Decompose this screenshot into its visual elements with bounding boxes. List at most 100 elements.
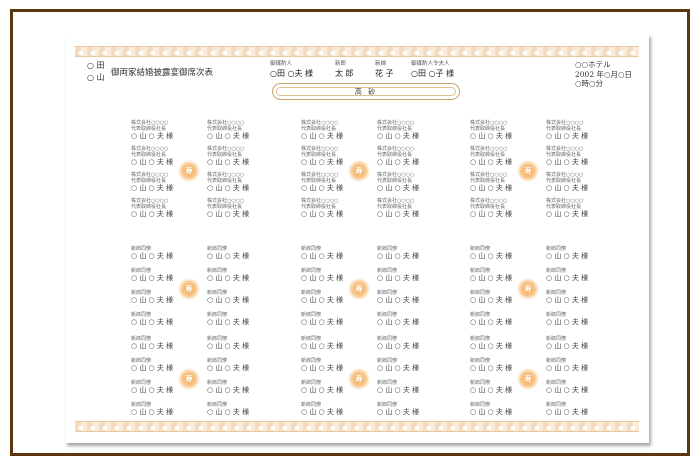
family-name-groom: ○ 田	[87, 61, 105, 70]
guest-name: ○ 山 ○ 夫 様	[301, 386, 344, 394]
guest-affiliation: 新郎同僚	[301, 358, 322, 364]
guest-position: 代表取締役社長	[207, 152, 243, 158]
bride: 新婦 花 子	[375, 60, 394, 79]
guest-seat: 新郎同僚 ○ 山 ○ 夫 様	[131, 358, 203, 373]
hotel-name: ○○ホテル	[575, 60, 611, 69]
guest-affiliation: 新郎同僚	[131, 290, 152, 296]
guest-affiliation: 新郎同僚	[301, 246, 322, 252]
guest-name: ○ 山 ○ 夫 様	[207, 158, 250, 166]
guest-table: 新郎同僚 ○ 山 ○ 夫 様新郎同僚 ○ 山 ○ 夫 様新郎同僚 ○ 山 ○ 夫 様新…	[470, 336, 630, 424]
guest-affiliation: 株式会社○○○○	[301, 172, 339, 178]
guest-position: 代表取締役社長	[377, 126, 413, 132]
guest-affiliation: 新郎同僚	[207, 268, 228, 274]
guest-name: ○ 山 ○ 夫 様	[207, 364, 250, 372]
guest-position: 代表取締役社長	[301, 152, 337, 158]
matchmaker-bride-name: ○田 ○子 様	[411, 69, 455, 78]
guest-affiliation: 新郎同僚	[546, 290, 567, 296]
guest-affiliation: 新郎同僚	[301, 380, 322, 386]
guest-affiliation: 新郎同僚	[301, 290, 322, 296]
guest-name: ○ 山 ○ 夫 様	[131, 296, 174, 304]
guest-seat: 株式会社○○○○ 代表取締役社長 ○ 山 ○ 夫 様	[546, 146, 618, 167]
guest-seat: 新郎同僚 ○ 山 ○ 夫 様	[546, 358, 618, 373]
guest-affiliation: 株式会社○○○○	[546, 120, 584, 126]
guest-seat: 株式会社○○○○ 代表取締役社長 ○ 山 ○ 夫 様	[207, 120, 279, 141]
venue-info: ○○ホテル 2002 年○月○日 ○時○分	[575, 60, 632, 89]
guest-name: ○ 山 ○ 夫 様	[207, 342, 250, 350]
guest-name: ○ 山 ○ 夫 様	[131, 274, 174, 282]
guest-seat: 新郎同僚 ○ 山 ○ 夫 様	[546, 312, 618, 327]
guest-name: ○ 山 ○ 夫 様	[207, 132, 250, 140]
guest-seat: 新郎同僚 ○ 山 ○ 夫 様	[470, 268, 542, 283]
guest-name: ○ 山 ○ 夫 様	[470, 210, 513, 218]
guest-affiliation: 新郎同僚	[131, 358, 152, 364]
guest-affiliation: 株式会社○○○○	[377, 172, 415, 178]
event-time: ○時○分	[575, 79, 604, 88]
guest-affiliation: 株式会社○○○○	[546, 146, 584, 152]
guest-affiliation: 新郎同僚	[131, 312, 152, 318]
guest-name: ○ 山 ○ 夫 様	[377, 252, 420, 260]
guest-name: ○ 山 ○ 夫 様	[377, 210, 420, 218]
guest-name: ○ 山 ○ 夫 様	[131, 184, 174, 192]
guest-name: ○ 山 ○ 夫 様	[207, 184, 250, 192]
head-table-label: 高 砂	[354, 88, 378, 96]
matchmaker-groom: 御媒酌人 ○田 ○夫 様	[270, 60, 313, 79]
guest-name: ○ 山 ○ 夫 様	[377, 158, 420, 166]
guest-affiliation: 株式会社○○○○	[546, 172, 584, 178]
guest-table: 株式会社○○○○ 代表取締役社長 ○ 山 ○ 夫 様株式会社○○○○ 代表取締役社長 ○…	[131, 120, 291, 224]
guest-affiliation: 新郎同僚	[131, 246, 152, 252]
guest-name: ○ 山 ○ 夫 様	[377, 364, 420, 372]
guest-affiliation: 新郎同僚	[377, 268, 398, 274]
guest-affiliation: 新郎同僚	[546, 380, 567, 386]
guest-seat: 新郎同僚 ○ 山 ○ 夫 様	[377, 358, 449, 373]
kotobuki-table-mark: 寿	[517, 278, 539, 300]
guest-name: ○ 山 ○ 夫 様	[301, 408, 344, 416]
guest-name: ○ 山 ○ 夫 様	[131, 252, 174, 260]
guest-seat: 新郎同僚 ○ 山 ○ 夫 様	[377, 402, 449, 417]
lace-border-bottom	[75, 421, 639, 432]
kotobuki-table-mark: 寿	[348, 278, 370, 300]
bride-label: 新婦	[375, 61, 387, 67]
guest-name: ○ 山 ○ 夫 様	[131, 210, 174, 218]
guest-seat: 新郎同僚 ○ 山 ○ 夫 様	[207, 380, 279, 395]
guest-seat: 新郎同僚 ○ 山 ○ 夫 様	[546, 380, 618, 395]
guest-affiliation: 株式会社○○○○	[207, 120, 245, 126]
guest-seat: 新郎同僚 ○ 山 ○ 夫 様	[377, 268, 449, 283]
guest-affiliation: 新郎同僚	[470, 336, 491, 342]
guest-name: ○ 山 ○ 夫 様	[301, 252, 344, 260]
guest-position: 代表取締役社長	[546, 204, 582, 210]
guest-name: ○ 山 ○ 夫 様	[377, 318, 420, 326]
guest-table: 株式会社○○○○ 代表取締役社長 ○ 山 ○ 夫 様株式会社○○○○ 代表取締役社長 ○…	[470, 120, 630, 224]
guest-table: 新郎同僚 ○ 山 ○ 夫 様新郎同僚 ○ 山 ○ 夫 様新郎同僚 ○ 山 ○ 夫 様新…	[301, 246, 461, 334]
guest-affiliation: 新郎同僚	[207, 380, 228, 386]
guest-affiliation: 新郎同僚	[207, 336, 228, 342]
guest-affiliation: 新郎同僚	[207, 312, 228, 318]
guest-position: 代表取締役社長	[207, 126, 243, 132]
guest-seat: 株式会社○○○○ 代表取締役社長 ○ 山 ○ 夫 様	[377, 146, 449, 167]
guest-affiliation: 株式会社○○○○	[207, 146, 245, 152]
guest-affiliation: 新郎同僚	[207, 402, 228, 408]
guest-position: 代表取締役社長	[131, 152, 167, 158]
guest-name: ○ 山 ○ 夫 様	[131, 342, 174, 350]
guest-seat: 株式会社○○○○ 代表取締役社長 ○ 山 ○ 夫 様	[546, 198, 618, 219]
guest-name: ○ 山 ○ 夫 様	[377, 274, 420, 282]
guest-position: 代表取締役社長	[301, 204, 337, 210]
guest-affiliation: 新郎同僚	[131, 336, 152, 342]
guest-seat: 新郎同僚 ○ 山 ○ 夫 様	[470, 402, 542, 417]
guest-affiliation: 新郎同僚	[470, 312, 491, 318]
guest-affiliation: 新郎同僚	[377, 312, 398, 318]
guest-seat: 新郎同僚 ○ 山 ○ 夫 様	[546, 402, 618, 417]
guest-affiliation: 株式会社○○○○	[470, 172, 508, 178]
guest-seat: 株式会社○○○○ 代表取締役社長 ○ 山 ○ 夫 様	[377, 198, 449, 219]
matchmaker-groom-label: 御媒酌人	[270, 61, 293, 67]
guest-seat: 株式会社○○○○ 代表取締役社長 ○ 山 ○ 夫 様	[207, 146, 279, 167]
guest-affiliation: 新郎同僚	[546, 358, 567, 364]
guest-affiliation: 新郎同僚	[377, 402, 398, 408]
guest-name: ○ 山 ○ 夫 様	[377, 408, 420, 416]
guest-name: ○ 山 ○ 夫 様	[470, 132, 513, 140]
guest-seat: 新郎同僚 ○ 山 ○ 夫 様	[131, 312, 203, 327]
guest-name: ○ 山 ○ 夫 様	[470, 342, 513, 350]
guest-position: 代表取締役社長	[207, 204, 243, 210]
guest-affiliation: 新郎同僚	[301, 312, 322, 318]
guest-name: ○ 山 ○ 夫 様	[546, 210, 589, 218]
guest-name: ○ 山 ○ 夫 様	[546, 252, 589, 260]
